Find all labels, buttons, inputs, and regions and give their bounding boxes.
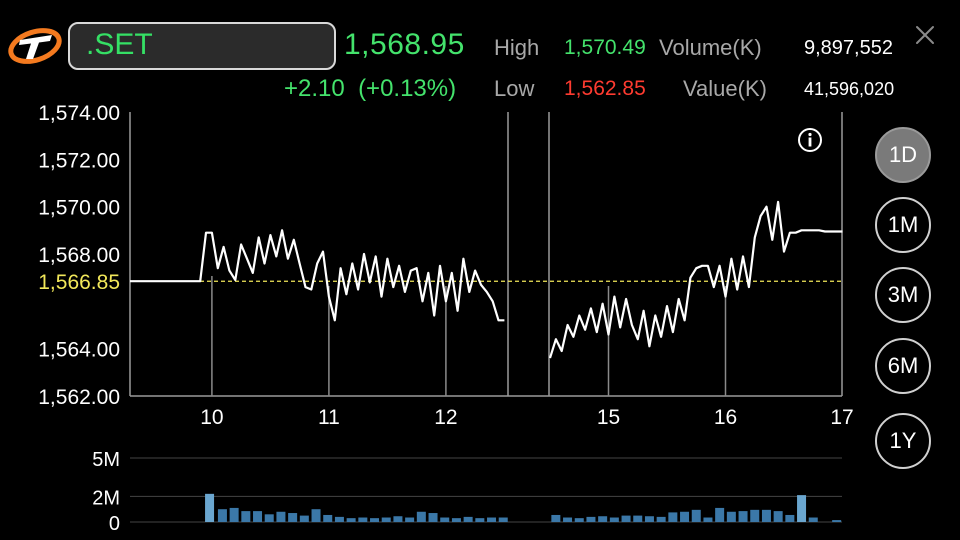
volume-bar <box>832 520 842 522</box>
x-tick-label: 12 <box>434 406 457 429</box>
reference-label: 1,566.85 <box>38 271 120 294</box>
volume-bar <box>691 509 701 522</box>
price-change: +2.10 (+0.13%) <box>284 75 457 102</box>
volume-bar <box>323 514 333 522</box>
x-tick-label: 11 <box>318 406 340 429</box>
volume-bar <box>703 517 713 522</box>
y-tick-label: 1,564.00 <box>38 339 120 362</box>
value-label: Value(K) <box>683 76 767 101</box>
volume-bar <box>416 511 426 522</box>
y-tick-label: 1,568.00 <box>38 244 120 267</box>
high-label: High <box>494 35 540 60</box>
volume-bar <box>738 511 748 522</box>
volume-bar <box>621 515 631 522</box>
volume-bar <box>715 507 725 522</box>
volume-bar <box>253 511 263 522</box>
volume-bar <box>358 517 368 522</box>
volume-bar <box>487 517 497 522</box>
y-tick-label: 1,574.00 <box>38 102 120 125</box>
volume-bar <box>346 518 356 522</box>
volume-tick-label: 5M <box>92 449 120 471</box>
volume-bar <box>288 513 298 522</box>
y-tick-label: 1,562.00 <box>38 386 120 409</box>
volume-tick-label: 2M <box>92 487 120 509</box>
volume-bar <box>205 493 215 522</box>
volume-bar <box>381 517 391 522</box>
value-value: 41,596,020 <box>804 79 895 99</box>
volume-tick-label: 0 <box>109 513 120 535</box>
volume-bar <box>370 518 380 522</box>
volume-bar <box>498 517 508 522</box>
volume-bar <box>299 515 309 522</box>
volume-value: 9,897,552 <box>804 37 893 59</box>
period-button-1y[interactable]: 1Y <box>875 413 931 469</box>
volume-bar <box>750 509 760 522</box>
volume-bar <box>574 518 584 522</box>
volume-bar <box>761 509 771 522</box>
y-tick-label: 1,570.00 <box>38 197 120 220</box>
volume-bar <box>229 507 239 522</box>
volume-bar <box>633 515 643 522</box>
volume-bar <box>656 516 666 522</box>
last-price: 1,568.95 <box>344 28 465 61</box>
volume-bar <box>668 512 678 522</box>
close-icon[interactable] <box>914 24 936 46</box>
volume-bar <box>241 511 251 522</box>
x-tick-label: 16 <box>714 406 737 429</box>
volume-bar <box>311 509 321 522</box>
volume-bar <box>551 514 561 522</box>
volume-bar <box>463 516 473 522</box>
volume-bar <box>217 509 227 522</box>
volume-bar <box>586 516 596 522</box>
volume-bar <box>276 511 286 522</box>
volume-bar <box>808 517 818 522</box>
low-value: 1,562.85 <box>564 77 646 100</box>
x-tick-label: 15 <box>597 406 620 429</box>
high-value: 1,570.49 <box>564 36 646 59</box>
period-button-3m[interactable]: 3M <box>875 267 931 323</box>
symbol-text: .SET <box>86 28 153 61</box>
volume-bar <box>773 511 783 522</box>
brand-logo-icon <box>8 28 62 64</box>
volume-bar <box>264 514 274 522</box>
volume-bar <box>598 516 608 522</box>
y-tick-label: 1,572.00 <box>38 149 120 172</box>
price-line-afternoon <box>548 200 843 359</box>
volume-bar <box>609 517 619 522</box>
volume-bar <box>393 516 403 522</box>
volume-bar <box>797 495 807 522</box>
period-button-6m[interactable]: 6M <box>875 338 931 394</box>
info-icon[interactable] <box>797 127 823 153</box>
period-button-1d[interactable]: 1D <box>875 127 931 183</box>
volume-bar <box>644 516 654 522</box>
volume-bar <box>680 511 690 522</box>
price-line-morning <box>130 229 505 322</box>
low-label: Low <box>494 76 535 101</box>
volume-bar <box>475 518 485 522</box>
volume-bar <box>563 517 573 522</box>
volume-bar <box>440 517 450 522</box>
x-tick-label: 10 <box>200 406 223 429</box>
volume-bar <box>334 516 344 522</box>
volume-bar <box>451 518 461 522</box>
period-button-1m[interactable]: 1M <box>875 197 931 253</box>
volume-bar <box>428 513 438 522</box>
x-tick-label: 17 <box>830 406 853 429</box>
volume-bar <box>726 511 736 522</box>
volume-bar <box>785 514 795 522</box>
symbol-search-box[interactable] <box>68 22 336 70</box>
volume-label: Volume(K) <box>659 35 762 60</box>
volume-bar <box>405 517 415 522</box>
